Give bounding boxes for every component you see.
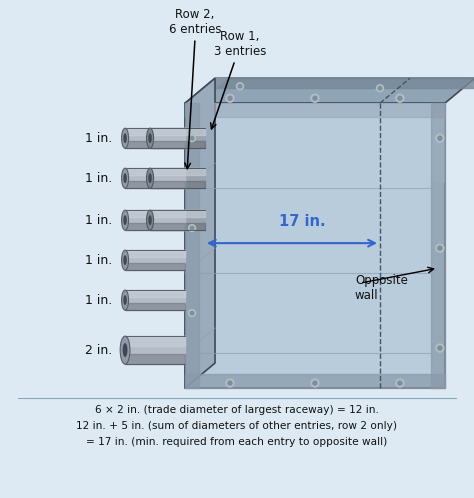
Polygon shape xyxy=(185,103,445,183)
Polygon shape xyxy=(125,290,185,297)
Polygon shape xyxy=(185,78,474,103)
Ellipse shape xyxy=(121,210,128,230)
Ellipse shape xyxy=(146,168,154,188)
Ellipse shape xyxy=(123,133,127,143)
Polygon shape xyxy=(431,103,445,388)
Polygon shape xyxy=(125,128,185,148)
Circle shape xyxy=(313,381,317,385)
Circle shape xyxy=(228,381,232,385)
Text: 1 in.: 1 in. xyxy=(85,253,112,266)
Polygon shape xyxy=(125,223,185,230)
Ellipse shape xyxy=(121,250,128,270)
Polygon shape xyxy=(215,78,474,88)
Polygon shape xyxy=(150,128,205,148)
Ellipse shape xyxy=(148,173,152,183)
Circle shape xyxy=(228,96,232,100)
Polygon shape xyxy=(125,263,185,270)
Polygon shape xyxy=(185,103,199,388)
Circle shape xyxy=(436,134,444,142)
Polygon shape xyxy=(150,128,205,135)
Ellipse shape xyxy=(120,336,130,364)
Ellipse shape xyxy=(123,343,128,357)
Text: Row 2,
6 entries: Row 2, 6 entries xyxy=(169,8,221,36)
Circle shape xyxy=(226,379,234,387)
Polygon shape xyxy=(185,103,445,117)
Circle shape xyxy=(238,85,242,88)
Polygon shape xyxy=(150,210,205,217)
Text: 1 in.: 1 in. xyxy=(85,294,112,307)
Polygon shape xyxy=(150,181,205,188)
Ellipse shape xyxy=(146,210,154,230)
Circle shape xyxy=(226,94,234,102)
Circle shape xyxy=(313,96,317,100)
Ellipse shape xyxy=(123,295,127,305)
Circle shape xyxy=(311,94,319,102)
Text: = 17 in. (min. required from each entry to opposite wall): = 17 in. (min. required from each entry … xyxy=(86,437,388,447)
Circle shape xyxy=(190,227,194,230)
Circle shape xyxy=(438,246,442,250)
Circle shape xyxy=(398,96,402,100)
Text: Row 1,
3 entries: Row 1, 3 entries xyxy=(214,30,266,58)
Circle shape xyxy=(396,94,404,102)
Ellipse shape xyxy=(121,290,128,310)
Polygon shape xyxy=(125,290,185,310)
Circle shape xyxy=(311,379,319,387)
Ellipse shape xyxy=(148,215,152,225)
Polygon shape xyxy=(125,168,185,188)
Ellipse shape xyxy=(123,255,127,265)
Text: 1 in.: 1 in. xyxy=(85,131,112,145)
Ellipse shape xyxy=(148,133,152,143)
Text: 12 in. + 5 in. (sum of diameters of other entries, row 2 only): 12 in. + 5 in. (sum of diameters of othe… xyxy=(76,421,398,431)
Polygon shape xyxy=(199,117,431,374)
Circle shape xyxy=(190,311,194,315)
Circle shape xyxy=(398,381,402,385)
Text: 1 in.: 1 in. xyxy=(85,214,112,227)
Circle shape xyxy=(436,344,444,352)
Polygon shape xyxy=(150,210,205,230)
Polygon shape xyxy=(125,141,185,148)
Polygon shape xyxy=(150,168,205,188)
Text: Opposite
wall: Opposite wall xyxy=(355,274,408,302)
Text: 6 × 2 in. (trade diameter of largest raceway) = 12 in.: 6 × 2 in. (trade diameter of largest rac… xyxy=(95,405,379,415)
Circle shape xyxy=(376,85,383,92)
Polygon shape xyxy=(150,223,205,230)
Polygon shape xyxy=(125,250,185,257)
Polygon shape xyxy=(185,374,445,388)
Polygon shape xyxy=(185,78,215,388)
Polygon shape xyxy=(125,354,185,364)
Polygon shape xyxy=(150,141,205,148)
Polygon shape xyxy=(125,336,185,364)
Circle shape xyxy=(189,310,195,317)
Circle shape xyxy=(438,136,442,140)
Text: 17 in.: 17 in. xyxy=(279,214,325,229)
Circle shape xyxy=(189,225,195,232)
Polygon shape xyxy=(125,210,185,230)
Ellipse shape xyxy=(123,215,127,225)
Circle shape xyxy=(396,379,404,387)
Polygon shape xyxy=(125,181,185,188)
Ellipse shape xyxy=(123,173,127,183)
Text: 1 in.: 1 in. xyxy=(85,172,112,185)
Ellipse shape xyxy=(121,168,128,188)
Polygon shape xyxy=(150,168,205,175)
Circle shape xyxy=(436,244,444,252)
Polygon shape xyxy=(185,78,227,103)
Ellipse shape xyxy=(146,128,154,148)
Ellipse shape xyxy=(121,128,128,148)
Circle shape xyxy=(237,83,244,90)
Polygon shape xyxy=(125,303,185,310)
Polygon shape xyxy=(125,336,185,346)
Polygon shape xyxy=(125,250,185,270)
Polygon shape xyxy=(185,103,445,388)
Polygon shape xyxy=(125,168,185,175)
Polygon shape xyxy=(125,128,185,135)
Circle shape xyxy=(438,346,442,350)
Polygon shape xyxy=(125,210,185,217)
Text: 2 in.: 2 in. xyxy=(85,344,112,357)
Circle shape xyxy=(189,134,195,142)
Circle shape xyxy=(378,87,382,90)
Circle shape xyxy=(190,136,194,140)
